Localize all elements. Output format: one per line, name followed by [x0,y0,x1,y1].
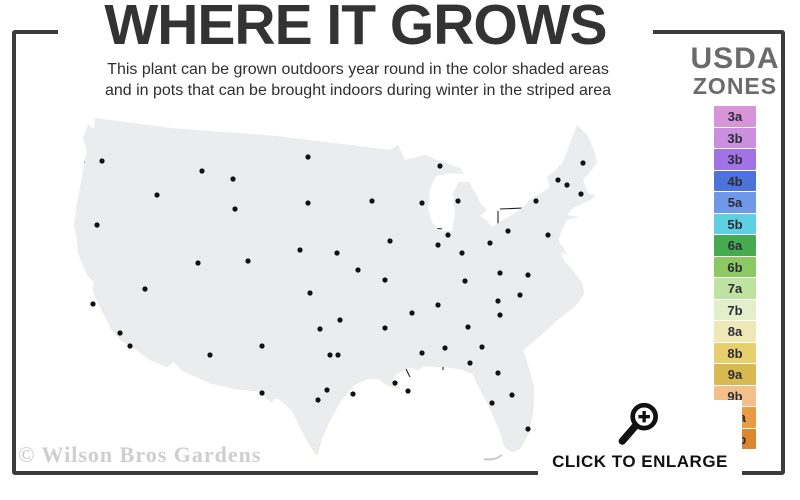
zone-chip-5a: 5a [714,192,756,213]
watermark: © Wilson Bros Gardens [18,442,262,467]
us-map-svg [73,117,598,461]
us-outline-stroke [73,117,598,456]
zone-chip-5b: 5b [714,213,756,235]
subtitle-line-1: This plant can be grown outdoors year ro… [107,61,609,78]
click-to-enlarge[interactable]: CLICK TO ENLARGE [538,400,742,480]
zone-chip-7b: 7b [714,299,756,321]
zone-chip-6a: 6a [714,235,756,256]
subtitle: This plant can be grown outdoors year ro… [58,60,658,102]
usda-zones-legend: USDA ZONES 3a3b3b4b5a5b6a6b7a7b8a8b9a9b1… [688,44,782,450]
us-grow-zone-map[interactable] [50,103,670,473]
zone-chip-list: 3a3b3b4b5a5b6a6b7a7b8a8b9a9b10a10b [688,106,782,450]
zone-chip-8a: 8a [714,321,756,342]
subtitle-line-2: and in pots that can be brought indoors … [104,81,612,99]
city-dots [90,154,586,432]
zone-chip-3b: 3b [714,127,756,149]
magnifier-plus-icon [618,402,658,445]
zone-chip-3a: 3a [714,106,756,127]
zone-chip-6b: 6b [714,256,756,278]
zone-chip-8b: 8b [714,342,756,364]
legend-heading-usda: USDA [690,42,780,75]
legend-heading-zones: ZONES [692,73,778,99]
zone-chip-3b: 3b [714,149,756,170]
zone-chip-4b: 4b [714,170,756,192]
zone-chip-9a: 9a [714,364,756,385]
click-to-enlarge-label: CLICK TO ENLARGE [552,452,728,471]
page-title: WHERE IT GROWS [58,0,653,56]
florida-keys [483,454,503,461]
zone-chip-7a: 7a [714,278,756,299]
